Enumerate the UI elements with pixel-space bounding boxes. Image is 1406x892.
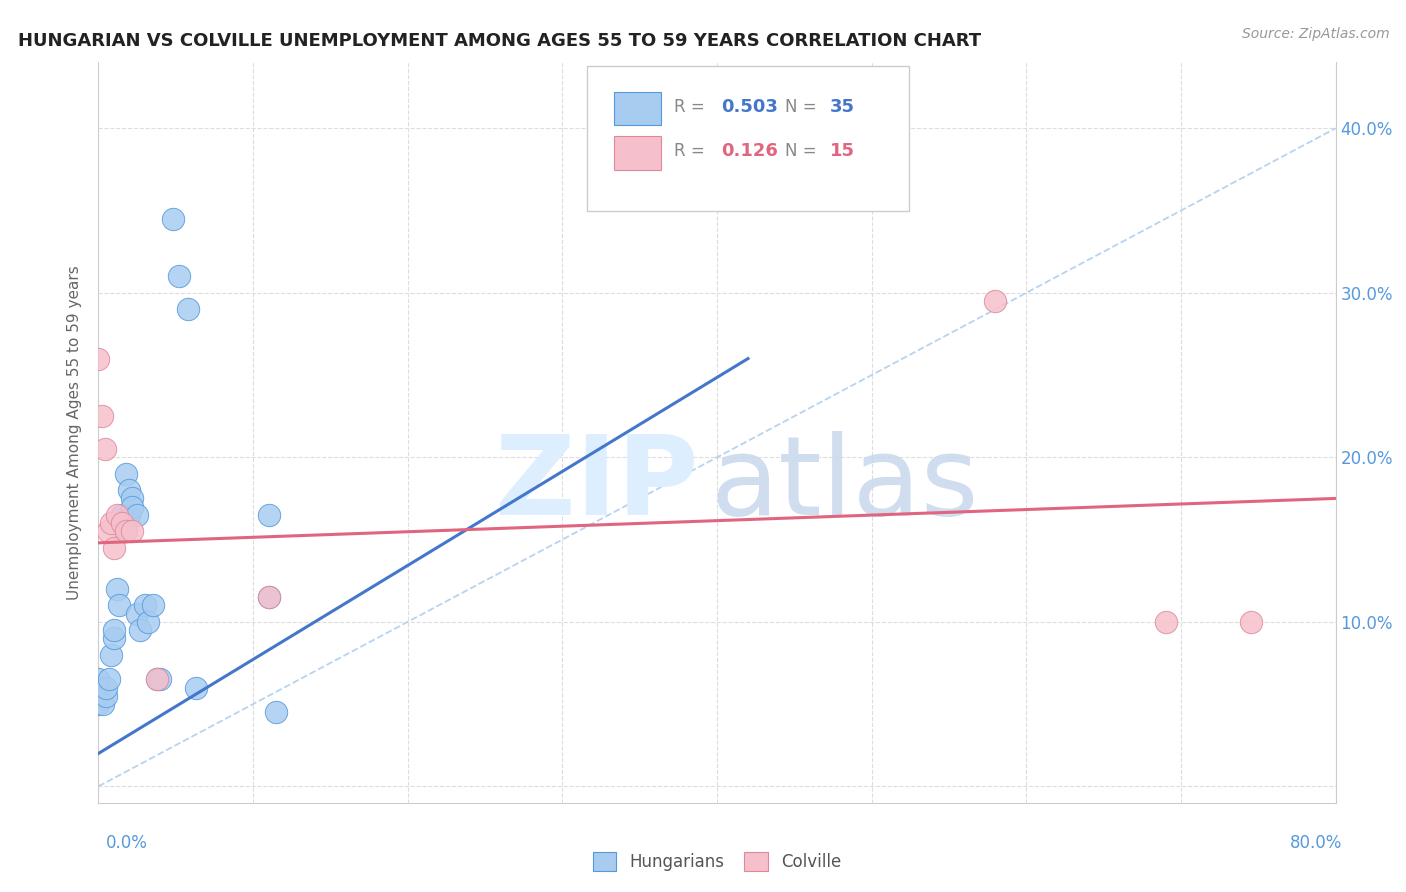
Point xyxy=(984,293,1007,308)
Point xyxy=(121,500,143,514)
Point xyxy=(90,409,112,424)
Point xyxy=(129,623,152,637)
Text: Source: ZipAtlas.com: Source: ZipAtlas.com xyxy=(1241,27,1389,41)
Text: 0.503: 0.503 xyxy=(721,98,778,116)
FancyBboxPatch shape xyxy=(588,66,908,211)
Point xyxy=(146,673,169,687)
Text: 0.126: 0.126 xyxy=(721,143,778,161)
Point xyxy=(257,590,280,604)
Text: HUNGARIAN VS COLVILLE UNEMPLOYMENT AMONG AGES 55 TO 59 YEARS CORRELATION CHART: HUNGARIAN VS COLVILLE UNEMPLOYMENT AMONG… xyxy=(18,32,981,50)
Point xyxy=(149,673,172,687)
Point xyxy=(96,689,118,703)
Text: 80.0%: 80.0% xyxy=(1291,834,1343,852)
Point xyxy=(162,211,184,226)
Point xyxy=(105,582,128,596)
Text: N =: N = xyxy=(785,98,823,116)
Point xyxy=(257,508,280,522)
Point xyxy=(115,467,138,481)
Point xyxy=(118,483,141,498)
Text: N =: N = xyxy=(785,143,823,161)
Text: R =: R = xyxy=(673,98,710,116)
Point xyxy=(105,508,128,522)
Text: ZIP: ZIP xyxy=(495,431,699,538)
Point xyxy=(146,673,169,687)
Legend: Hungarians, Colville: Hungarians, Colville xyxy=(585,844,849,880)
FancyBboxPatch shape xyxy=(614,92,661,126)
Point xyxy=(136,615,159,629)
Point xyxy=(87,351,110,366)
Text: 35: 35 xyxy=(830,98,855,116)
Point xyxy=(103,632,125,646)
Text: R =: R = xyxy=(673,143,710,161)
Text: atlas: atlas xyxy=(711,431,980,538)
Point xyxy=(127,607,149,621)
Point xyxy=(114,524,136,539)
Point xyxy=(111,516,134,530)
Point xyxy=(93,442,115,456)
Point xyxy=(107,599,129,613)
Point xyxy=(177,302,200,317)
Point xyxy=(103,541,125,555)
Point xyxy=(100,516,122,530)
Point xyxy=(184,681,207,695)
Point xyxy=(121,524,143,539)
Point xyxy=(87,689,110,703)
Point xyxy=(257,590,280,604)
Point xyxy=(142,599,165,613)
Point xyxy=(87,697,110,711)
Point xyxy=(266,706,288,720)
Point xyxy=(98,673,121,687)
Point xyxy=(91,697,114,711)
Point xyxy=(118,508,141,522)
FancyBboxPatch shape xyxy=(614,136,661,169)
Point xyxy=(103,623,125,637)
Point xyxy=(134,599,156,613)
Point xyxy=(111,508,134,522)
Point xyxy=(121,491,143,506)
Point xyxy=(1154,615,1177,629)
Text: 0.0%: 0.0% xyxy=(105,834,148,852)
Point xyxy=(1240,615,1263,629)
Point xyxy=(100,648,122,662)
Point xyxy=(115,524,138,539)
Text: 15: 15 xyxy=(830,143,855,161)
Point xyxy=(167,269,190,284)
Point xyxy=(96,681,118,695)
Point xyxy=(127,508,149,522)
Y-axis label: Unemployment Among Ages 55 to 59 years: Unemployment Among Ages 55 to 59 years xyxy=(67,265,83,600)
Point xyxy=(87,681,110,695)
Point xyxy=(97,524,120,539)
Point xyxy=(87,673,110,687)
